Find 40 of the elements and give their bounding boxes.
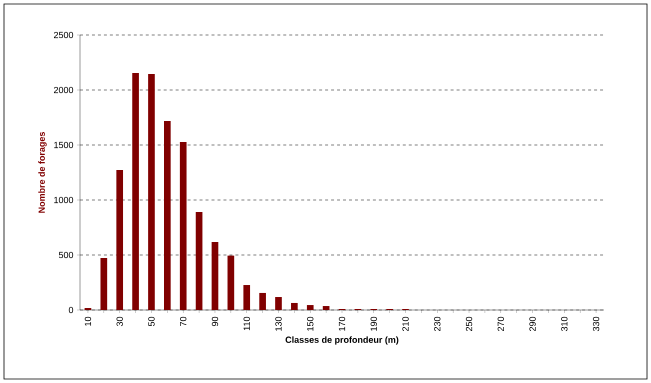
x-tick-label: 230 xyxy=(434,316,440,332)
y-axis-title: Nombre de forages xyxy=(38,132,47,213)
bar xyxy=(132,72,139,310)
x-tick-label: 210 xyxy=(402,316,409,332)
bar xyxy=(322,306,330,310)
bar xyxy=(228,256,234,310)
bar xyxy=(116,170,124,310)
y-tick-label: 0 xyxy=(68,306,74,314)
x-tick-label: 50 xyxy=(148,316,155,326)
y-tick-label: 1000 xyxy=(54,196,74,204)
bar xyxy=(196,212,202,310)
x-tick-label: 330 xyxy=(592,316,600,332)
bar xyxy=(180,142,187,310)
x-tick-label: 10 xyxy=(84,316,92,326)
y-tick-label: 500 xyxy=(58,252,74,258)
bar xyxy=(259,292,266,310)
y-tick-label: 2000 xyxy=(54,86,74,94)
bar xyxy=(100,258,108,310)
y-tick-label: 1500 xyxy=(54,142,74,148)
bar xyxy=(275,297,282,310)
bar xyxy=(212,242,218,310)
x-tick-label: 30 xyxy=(116,316,123,326)
x-tick-label: 290 xyxy=(529,316,536,332)
x-tick-label: 310 xyxy=(561,316,568,332)
bar xyxy=(243,285,250,310)
x-tick-label: 270 xyxy=(498,316,504,332)
x-tick-label: 170 xyxy=(338,316,346,331)
x-tick-label: 130 xyxy=(275,316,282,331)
bar xyxy=(306,305,314,310)
y-tick-label: 2500 xyxy=(54,32,74,38)
bar xyxy=(291,302,298,310)
x-tick-label: 150 xyxy=(307,316,314,331)
x-axis-title: Classes de profondeur (m) xyxy=(286,336,398,345)
x-tick-label: 110 xyxy=(244,316,250,330)
bar xyxy=(164,121,171,310)
x-tick-label: 250 xyxy=(466,316,472,332)
x-tick-label: 190 xyxy=(370,316,377,331)
x-tick-label: 90 xyxy=(212,316,218,326)
x-tick-label: 70 xyxy=(180,316,186,326)
bar xyxy=(148,74,155,310)
